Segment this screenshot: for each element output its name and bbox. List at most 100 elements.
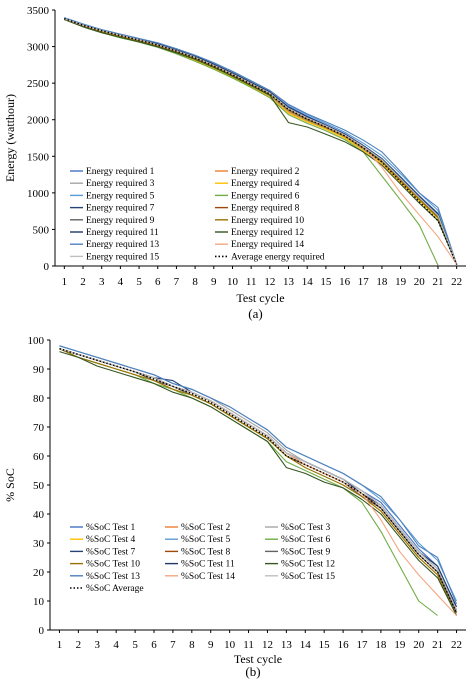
y-tick-label: 40 — [33, 509, 45, 521]
x-tick-label: 19 — [395, 276, 407, 288]
x-tick-label: 6 — [151, 639, 157, 651]
series-line-15 — [64, 17, 458, 265]
y-tick-label: 2000 — [27, 115, 50, 127]
x-tick-label: 16 — [339, 276, 351, 288]
y-axis-label: % SoC — [3, 468, 17, 502]
x-tick-label: 8 — [192, 276, 198, 288]
series-line-15 — [59, 348, 457, 610]
x-tick-label: 11 — [243, 639, 254, 651]
series-line-10 — [59, 348, 457, 616]
y-tick-label: 60 — [33, 451, 45, 463]
chart-panel-1: 0 500 1000 1500 2000 2500 3000 3500 1 2 3 4 5 6 7 8 9 10 1… — [3, 5, 466, 321]
legend-entry: %SoC Test 12 — [281, 560, 335, 570]
legend-entry: Energy required 13 — [86, 240, 159, 250]
y-tick-label: 500 — [33, 224, 50, 236]
legend-entry: Energy required 12 — [231, 228, 304, 238]
legend-entry: %SoC Test 1 — [86, 523, 136, 533]
legend-entry: %SoC Test 11 — [181, 560, 235, 570]
x-axis-label: Test cycle — [236, 291, 284, 305]
x-tick-label: 7 — [170, 639, 176, 651]
x-tick-label: 5 — [136, 276, 142, 288]
x-tick-label: 15 — [320, 276, 332, 288]
legend-entry: Energy required 2 — [231, 167, 300, 177]
legend-entry: %SoC Test 5 — [181, 535, 231, 545]
legend-entry: Energy required 3 — [86, 179, 155, 189]
panel-label: (a) — [248, 306, 262, 321]
x-tick-label: 1 — [62, 276, 68, 288]
series-line-12 — [59, 351, 457, 616]
legend-entry: %SoC Test 2 — [181, 523, 231, 533]
legend-entry: %SoC Test 7 — [86, 547, 136, 557]
y-tick-label: 90 — [33, 364, 45, 376]
y-tick-label: 0 — [44, 261, 50, 273]
series-line-13 — [64, 17, 458, 265]
legend-entry: Energy required 6 — [231, 191, 300, 201]
legend-entry: %SoC Test 14 — [181, 572, 235, 582]
x-tick-label: 9 — [208, 639, 214, 651]
y-tick-label: 20 — [33, 567, 45, 579]
x-tick-label: 20 — [413, 639, 425, 651]
y-tick-label: 2500 — [27, 78, 50, 90]
legend-entry: Energy required 14 — [231, 240, 304, 250]
y-tick-label: 10 — [33, 596, 45, 608]
x-tick-label: 19 — [394, 639, 406, 651]
series-line-16 — [64, 17, 458, 265]
legend-entry: Energy required 15 — [86, 252, 159, 262]
series-line-13 — [59, 345, 458, 605]
y-tick-label: 80 — [33, 393, 45, 405]
x-tick-label: 13 — [283, 276, 295, 288]
x-tick-label: 18 — [376, 276, 388, 288]
x-tick-label: 10 — [227, 276, 239, 288]
x-tick-label: 8 — [189, 639, 195, 651]
x-tick-label: 5 — [132, 639, 138, 651]
x-axis-label: Test cycle — [234, 652, 282, 666]
x-tick-label: 17 — [357, 639, 369, 651]
y-tick-label: 1000 — [27, 188, 50, 200]
y-tick-label: 50 — [33, 480, 45, 492]
x-tick-label: 22 — [451, 276, 462, 288]
x-tick-label: 1 — [57, 639, 63, 651]
x-tick-label: 6 — [155, 276, 161, 288]
legend-entry: %SoC Test 6 — [281, 535, 331, 545]
x-tick-label: 12 — [264, 276, 275, 288]
x-tick-label: 2 — [76, 639, 82, 651]
x-tick-label: 9 — [211, 276, 217, 288]
y-tick-label: 1500 — [27, 151, 50, 163]
x-tick-label: 11 — [246, 276, 257, 288]
y-tick-label: 100 — [28, 335, 45, 347]
legend-entry: Energy required 9 — [86, 216, 155, 226]
y-tick-label: 0 — [39, 625, 45, 637]
y-axis-label: Energy (watthour) — [3, 94, 17, 182]
legend-entry: %SoC Test 15 — [281, 572, 335, 582]
x-tick-label: 13 — [281, 639, 293, 651]
legend-entry: Energy required 4 — [231, 179, 300, 189]
legend-entry: Energy required 1 — [86, 167, 155, 177]
legend-entry: Energy required 5 — [86, 191, 155, 201]
panel-label: (b) — [245, 664, 260, 679]
legend-entry: %SoC Test 13 — [86, 572, 140, 582]
x-tick-label: 15 — [319, 639, 331, 651]
legend-entry: Energy required 7 — [86, 204, 155, 214]
series-line-10 — [64, 18, 458, 265]
x-tick-label: 20 — [414, 276, 426, 288]
legend-entry: %SoC Test 3 — [281, 523, 331, 533]
x-tick-label: 12 — [262, 639, 273, 651]
legend-entry: %SoC Average — [86, 584, 144, 594]
legend-entry: Average energy required — [231, 252, 325, 262]
y-tick-label: 30 — [33, 538, 45, 550]
x-tick-label: 10 — [224, 639, 236, 651]
legend-entry: %SoC Test 10 — [86, 560, 140, 570]
y-tick-label: 3000 — [27, 42, 50, 54]
series-line-12 — [64, 18, 458, 265]
x-tick-label: 4 — [118, 276, 124, 288]
x-tick-label: 22 — [451, 639, 462, 651]
x-tick-label: 21 — [432, 276, 443, 288]
legend-entry: %SoC Test 9 — [281, 547, 331, 557]
x-tick-label: 3 — [99, 276, 105, 288]
y-tick-label: 70 — [33, 422, 45, 434]
x-tick-label: 2 — [80, 276, 86, 288]
series-line-7 — [59, 348, 457, 610]
legend-entry: %SoC Test 4 — [86, 535, 136, 545]
